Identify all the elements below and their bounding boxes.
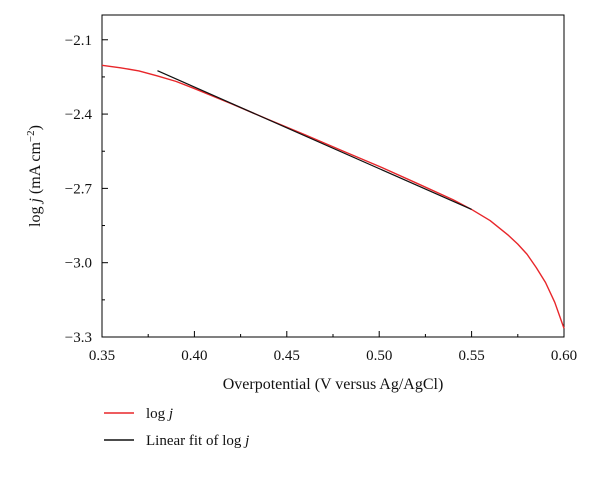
legend: log j Linear fit of log j	[104, 406, 249, 449]
series-line-log-j	[101, 64, 565, 329]
y-axis-label-variable: j	[27, 198, 44, 205]
x-tick-label: 0.45	[274, 348, 300, 364]
x-tick-label: 0.50	[366, 348, 392, 364]
legend-label-linear-fit-variable: j	[243, 433, 249, 449]
x-tick-label: 0.40	[181, 348, 207, 364]
y-axis-label-superscript: −2	[25, 130, 37, 142]
legend-label-log-j: log j	[146, 406, 173, 422]
x-tick-label: 0.35	[89, 348, 115, 364]
y-tick-label: −2.7	[65, 181, 93, 197]
legend-label-log-j-text: log	[146, 406, 169, 422]
legend-label-linear-fit: Linear fit of log j	[146, 433, 249, 449]
series-layer	[101, 64, 565, 329]
y-axis-label-prefix: log	[27, 203, 44, 227]
plot-area	[101, 14, 565, 338]
series-line-linear-fit	[157, 70, 472, 210]
plot-frame	[101, 14, 565, 338]
x-tick-label: 0.55	[458, 348, 484, 364]
y-axis-label-suffix: )	[27, 125, 44, 130]
legend-label-linear-fit-text: Linear fit of log	[146, 433, 245, 449]
y-tick-label: −3.0	[65, 256, 92, 272]
x-axis-label: Overpotential (V versus Ag/AgCl)	[223, 376, 444, 393]
y-axis-label: log j (mA cm−2)	[25, 125, 44, 227]
legend-label-log-j-variable: j	[167, 406, 173, 422]
y-tick-label: −2.1	[65, 33, 92, 49]
y-axis-ticks: −2.1 −2.4 −2.7 −3.0 −3.3	[65, 33, 108, 346]
y-tick-label: −3.3	[65, 330, 92, 346]
y-axis-label-unit: (mA cm	[27, 142, 44, 199]
x-tick-label: 0.60	[551, 348, 577, 364]
x-axis-ticks: 0.35 0.40 0.45 0.50 0.55 0.60	[89, 331, 577, 364]
y-tick-label: −2.4	[65, 107, 93, 123]
